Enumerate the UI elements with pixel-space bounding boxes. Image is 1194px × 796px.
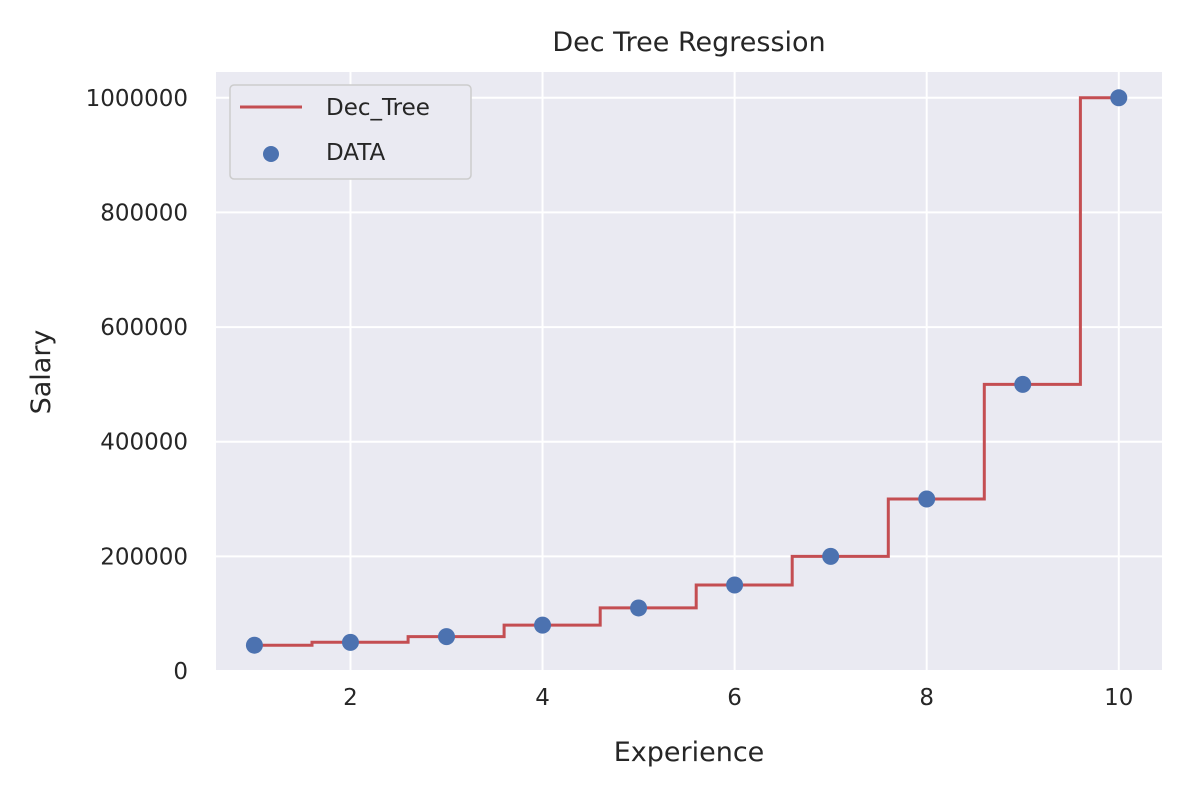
- x-tick-label: 10: [1104, 685, 1133, 711]
- data-point: [822, 547, 840, 565]
- data-point: [726, 576, 744, 594]
- data-point: [534, 616, 552, 634]
- x-tick-label: 2: [343, 685, 358, 711]
- chart-title: Dec Tree Regression: [552, 27, 825, 58]
- y-tick-label: 400000: [100, 430, 188, 456]
- x-axis-label: Experience: [614, 737, 765, 768]
- grid: [216, 72, 1162, 672]
- y-tick-label: 0: [173, 659, 188, 685]
- legend: Dec_Tree DATA: [229, 84, 472, 180]
- dec-tree-line: [254, 96, 1119, 647]
- data-point: [341, 633, 359, 651]
- data-point: [437, 628, 455, 646]
- x-tick-label: 4: [535, 685, 550, 711]
- tick-labels: 2 4 6 8 10 0 200000 400000 600000 800000 1000000: [86, 86, 1134, 711]
- legend-label-data: DATA: [326, 140, 386, 166]
- data-point: [918, 490, 936, 508]
- data-point: [1014, 375, 1032, 393]
- y-tick-label: 800000: [100, 200, 188, 226]
- legend-scatter-marker: [263, 146, 279, 162]
- data-point: [1110, 89, 1128, 107]
- y-tick-label: 600000: [100, 315, 188, 341]
- legend-label-dec-tree: Dec_Tree: [326, 95, 430, 121]
- data-point: [245, 636, 263, 654]
- y-axis-label: Salary: [26, 330, 57, 415]
- x-tick-label: 8: [919, 685, 934, 711]
- x-tick-label: 6: [727, 685, 742, 711]
- y-tick-label: 1000000: [86, 86, 188, 112]
- data-point: [630, 599, 648, 617]
- y-tick-label: 200000: [100, 544, 188, 570]
- series-layer: [245, 89, 1128, 654]
